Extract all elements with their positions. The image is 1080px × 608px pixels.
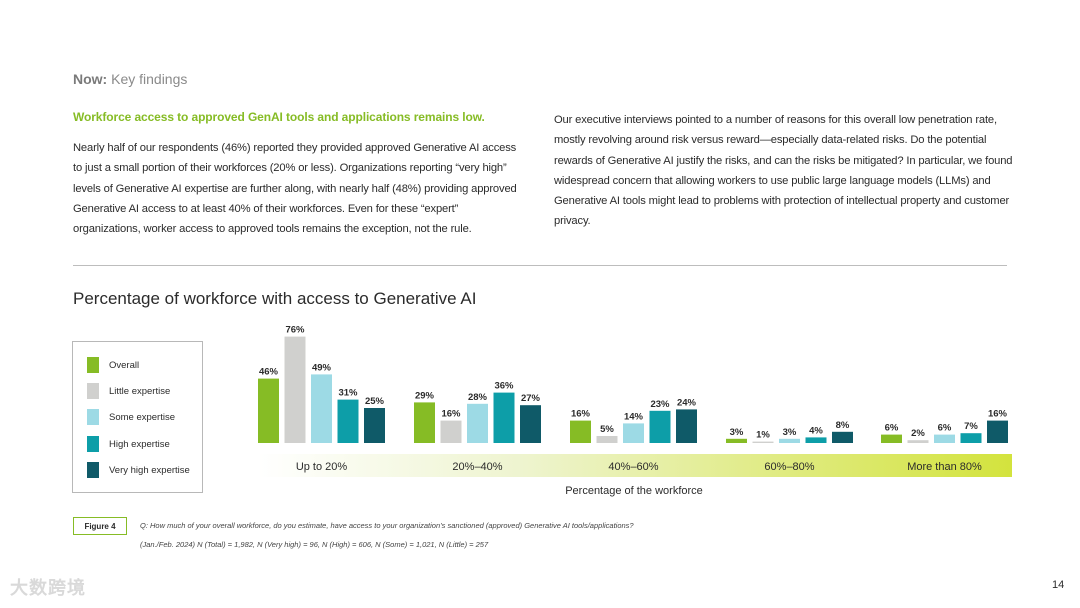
legend-swatch: [87, 357, 99, 373]
bar-little-expertise-2: [596, 436, 618, 443]
bar-value-label: 5%: [600, 424, 614, 435]
legend-item: Overall: [87, 357, 139, 373]
bar-value-label: 2%: [911, 428, 925, 439]
legend-item: Very high expertise: [87, 462, 190, 478]
bar-some-expertise-3: [779, 438, 800, 443]
category-label: 60%–80%: [764, 461, 814, 473]
bar-little-expertise-4: [907, 440, 929, 443]
bar-value-label: 25%: [365, 396, 385, 407]
bar-little-expertise-0: [284, 336, 306, 443]
legend-label: High expertise: [109, 438, 170, 450]
bar-value-label: 27%: [521, 393, 541, 404]
bar-value-label: 49%: [312, 362, 332, 373]
bar-value-label: 16%: [441, 409, 461, 420]
bar-value-label: 31%: [338, 388, 358, 399]
bar-value-label: 28%: [468, 392, 488, 403]
bar-little-expertise-3: [752, 441, 774, 443]
bar-overall-1: [414, 402, 435, 443]
left-paragraph: Nearly half of our respondents (46%) rep…: [73, 142, 517, 236]
right-paragraph: Our executive interviews pointed to a nu…: [554, 114, 1013, 228]
legend-item: High expertise: [87, 436, 170, 452]
legend-label: Very high expertise: [109, 464, 190, 476]
bar-value-label: 16%: [988, 409, 1008, 420]
x-axis-title: Percentage of the workforce: [565, 485, 703, 497]
left-column: Workforce access to approved GenAI tools…: [73, 110, 528, 239]
bar-very-high-expertise-4: [987, 420, 1008, 443]
bar-value-label: 23%: [650, 399, 670, 410]
bar-value-label: 36%: [494, 381, 514, 392]
category-band: [258, 454, 1012, 477]
bar-some-expertise-0: [311, 374, 332, 443]
bar-high-expertise-3: [805, 437, 827, 443]
bar-some-expertise-4: [934, 434, 955, 443]
bar-value-label: 14%: [624, 411, 644, 422]
legend-swatch: [87, 409, 99, 425]
category-label: Up to 20%: [296, 461, 348, 473]
section-divider: [73, 265, 1007, 266]
bar-high-expertise-4: [960, 433, 982, 443]
watermark: 大数跨境: [10, 578, 86, 598]
legend-item: Some expertise: [87, 409, 175, 425]
legend-swatch: [87, 462, 99, 478]
bar-some-expertise-2: [623, 423, 644, 443]
category-label: 20%–40%: [452, 461, 502, 473]
bar-very-high-expertise-2: [676, 409, 697, 443]
figure-badge: Figure 4: [73, 517, 127, 535]
bar-very-high-expertise-0: [364, 408, 385, 443]
category-label: More than 80%: [907, 461, 982, 473]
legend-label: Little expertise: [109, 385, 171, 397]
bar-value-label: 76%: [285, 325, 305, 336]
page-number: 14: [1052, 579, 1065, 591]
figure-question: Q: How much of your overall workforce, d…: [140, 521, 634, 530]
bar-value-label: 8%: [836, 420, 850, 431]
section-label-prefix: Now:: [73, 71, 108, 87]
bar-very-high-expertise-1: [520, 405, 541, 443]
bar-value-label: 3%: [730, 427, 744, 438]
figure-sample-size: (Jan./Feb. 2024) N (Total) = 1,982, N (V…: [140, 540, 489, 549]
legend-label: Overall: [109, 359, 140, 371]
bar-overall-0: [258, 378, 279, 443]
chart-legend: Overall Little expertise Some expertise Hig…: [72, 341, 203, 493]
bar-little-expertise-1: [440, 420, 462, 443]
legend-item: Little expertise: [87, 383, 170, 399]
bar-value-label: 4%: [809, 425, 823, 436]
bar-value-label: 7%: [964, 421, 978, 432]
key-finding-heading: Workforce access to approved GenAI tools…: [73, 110, 485, 124]
bar-value-label: 24%: [677, 397, 697, 408]
section-label-suffix: Key findings: [107, 71, 188, 87]
bar-high-expertise-1: [493, 392, 515, 443]
bar-very-high-expertise-3: [832, 431, 853, 443]
bar-value-label: 1%: [756, 430, 770, 441]
legend-swatch: [87, 383, 99, 399]
category-label: 40%–60%: [608, 461, 658, 473]
bar-value-label: 46%: [259, 367, 279, 378]
section-label: Now: Key findings: [73, 71, 187, 87]
bar-value-label: 6%: [938, 423, 952, 434]
bar-some-expertise-1: [467, 403, 488, 443]
bar-overall-3: [726, 438, 747, 443]
bar-value-label: 29%: [415, 390, 435, 401]
chart-title: Percentage of workforce with access to G…: [73, 289, 477, 308]
bar-value-label: 6%: [885, 423, 899, 434]
bar-overall-4: [881, 434, 902, 443]
bar-high-expertise-2: [649, 410, 671, 443]
bar-value-label: 3%: [783, 427, 797, 438]
legend-swatch: [87, 436, 99, 452]
bar-value-label: 16%: [571, 409, 591, 420]
bar-overall-2: [570, 420, 591, 443]
legend-label: Some expertise: [109, 411, 176, 423]
bar-high-expertise-0: [337, 399, 359, 443]
right-column: Our executive interviews pointed to a nu…: [554, 110, 1014, 232]
